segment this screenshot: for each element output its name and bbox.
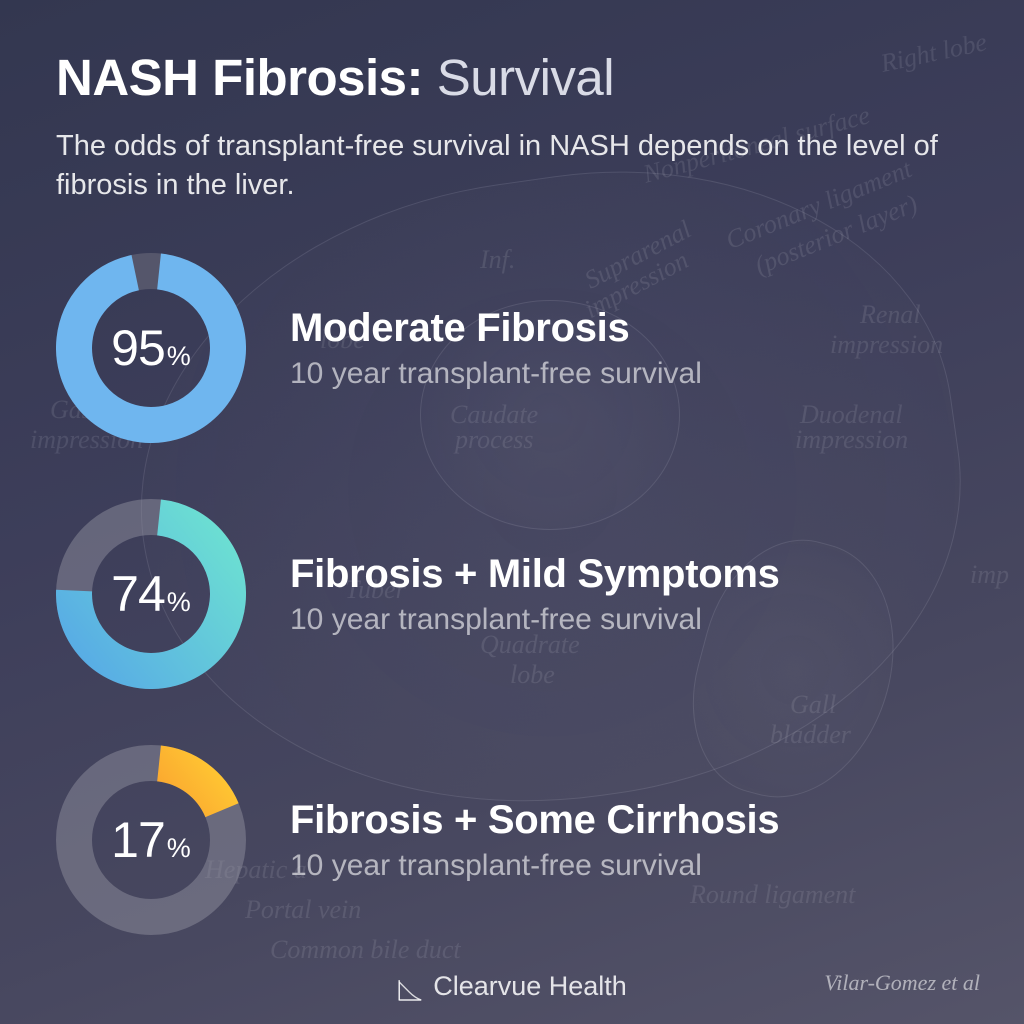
donut-center: 17% (56, 745, 246, 935)
title-bold: NASH Fibrosis: (56, 49, 423, 106)
row-subtitle: 10 year transplant-free survival (290, 357, 702, 391)
row-subtitle: 10 year transplant-free survival (290, 849, 779, 883)
content: NASH Fibrosis: Survival The odds of tran… (0, 0, 1024, 1024)
donut-value: 95 (111, 319, 165, 377)
infographic-canvas: Right lobeNonperitoneal surfaceCoronary … (0, 0, 1024, 1024)
row-title: Fibrosis + Some Cirrhosis (290, 798, 779, 843)
row-text: Moderate Fibrosis 10 year transplant-free… (290, 306, 702, 391)
page-title: NASH Fibrosis: Survival (56, 48, 968, 107)
brand-logo-icon (397, 976, 423, 1002)
stat-rows: 95% Moderate Fibrosis 10 year transplant-f… (56, 253, 968, 935)
citation: Vilar-Gomez et al (824, 970, 980, 996)
stat-row-moderate: 95% Moderate Fibrosis 10 year transplant-f… (56, 253, 968, 443)
donut-chart: 17% (56, 745, 246, 935)
percent-label: % (167, 833, 191, 864)
title-rest: Survival (423, 49, 614, 106)
percent-label: % (167, 587, 191, 618)
row-title: Fibrosis + Mild Symptoms (290, 552, 780, 597)
donut-value: 74 (111, 565, 165, 623)
donut-chart: 95% (56, 253, 246, 443)
subtitle: The odds of transplant-free survival in … (56, 127, 956, 205)
brand-name: Clearvue Health (433, 971, 627, 1002)
row-text: Fibrosis + Some Cirrhosis 10 year transpl… (290, 798, 779, 883)
donut-value: 17 (111, 811, 165, 869)
donut-center: 95% (56, 253, 246, 443)
donut-chart: 74% (56, 499, 246, 689)
row-text: Fibrosis + Mild Symptoms 10 year transpla… (290, 552, 780, 637)
stat-row-mild-symptoms: 74% Fibrosis + Mild Symptoms 10 year trans… (56, 499, 968, 689)
donut-center: 74% (56, 499, 246, 689)
stat-row-some-cirrhosis: 17% Fibrosis + Some Cirrhosis 10 year tran… (56, 745, 968, 935)
footer-brand: Clearvue Health (397, 971, 627, 1002)
percent-label: % (167, 341, 191, 372)
row-title: Moderate Fibrosis (290, 306, 702, 351)
row-subtitle: 10 year transplant-free survival (290, 603, 780, 637)
